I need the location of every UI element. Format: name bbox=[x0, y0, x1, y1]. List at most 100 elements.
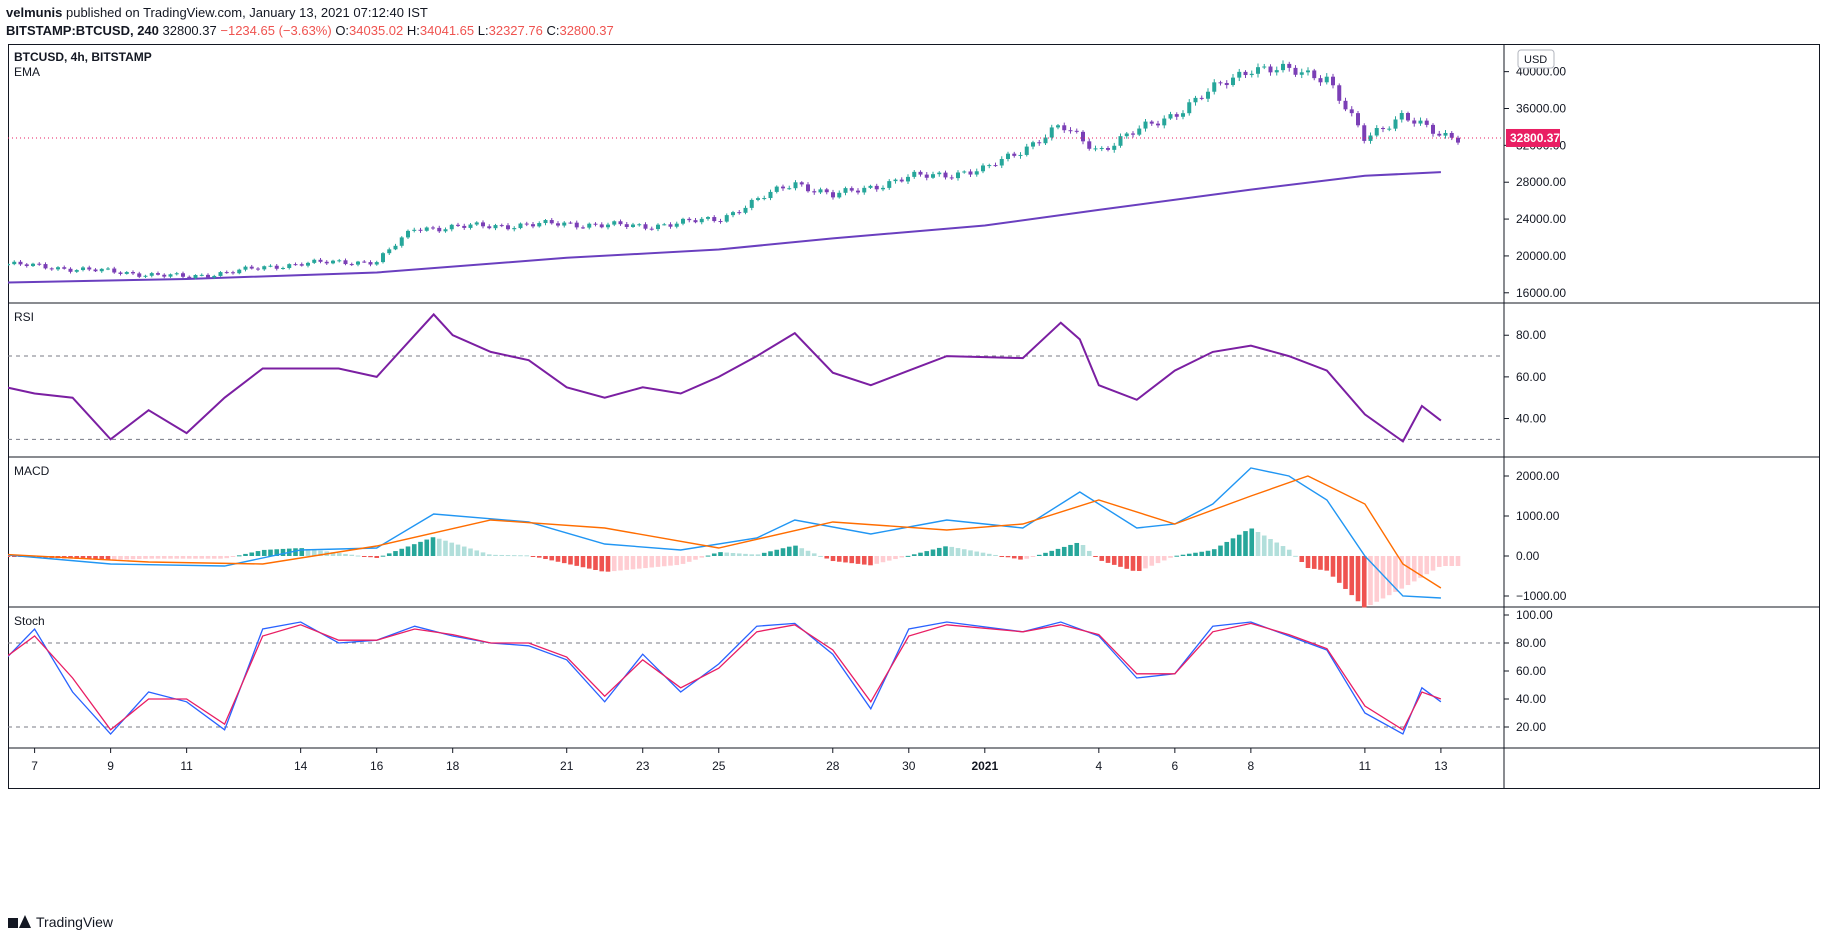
candle-body bbox=[612, 221, 617, 225]
macd-histogram-bar bbox=[374, 556, 380, 558]
low-value: 32327.76 bbox=[488, 23, 543, 38]
macd-histogram-bar bbox=[1093, 556, 1098, 557]
candle-body bbox=[231, 272, 235, 274]
macd-pane-title: MACD bbox=[14, 464, 50, 478]
macd-histogram-bar bbox=[486, 554, 492, 556]
macd-histogram-bar bbox=[80, 556, 86, 560]
candle-body bbox=[212, 275, 217, 278]
macd-histogram-bar bbox=[711, 553, 717, 556]
y-tick-label: 20.00 bbox=[1516, 720, 1546, 734]
candle-body bbox=[424, 227, 429, 231]
chart-svg[interactable]: 16000.0020000.0024000.0028000.0032000.00… bbox=[0, 44, 1820, 922]
candle-body bbox=[593, 223, 598, 225]
publisher-name[interactable]: velmunis bbox=[6, 5, 63, 20]
close-value: 32800.37 bbox=[559, 23, 614, 38]
candle-body bbox=[962, 171, 967, 173]
candle-body bbox=[906, 176, 910, 182]
candle-body bbox=[149, 273, 154, 276]
candle-body bbox=[949, 177, 954, 179]
candle-body bbox=[431, 227, 435, 229]
candle-body bbox=[1056, 125, 1060, 128]
macd-histogram-bar bbox=[780, 548, 786, 556]
candle-body bbox=[1118, 136, 1123, 146]
candle-body bbox=[1031, 142, 1035, 147]
macd-histogram-bar bbox=[543, 556, 548, 560]
macd-histogram-bar bbox=[749, 554, 755, 556]
macd-histogram-bar bbox=[199, 556, 205, 559]
candle-body bbox=[581, 227, 585, 229]
candle-body bbox=[393, 245, 398, 250]
macd-histogram-bar bbox=[1436, 556, 1442, 567]
tradingview-logo-icon[interactable] bbox=[8, 915, 31, 929]
macd-histogram-bar bbox=[174, 556, 180, 559]
macd-histogram-bar bbox=[468, 548, 473, 556]
macd-histogram-bar bbox=[424, 539, 430, 556]
candle-body bbox=[493, 225, 498, 229]
candle-body bbox=[1406, 112, 1410, 121]
macd-histogram-bar bbox=[561, 556, 567, 564]
macd-histogram-bar bbox=[1261, 535, 1267, 556]
candle-body bbox=[1131, 133, 1135, 135]
candle-body bbox=[1437, 133, 1442, 136]
x-tick-label: 30 bbox=[902, 759, 916, 773]
macd-histogram-bar bbox=[1355, 556, 1361, 602]
macd-histogram-bar bbox=[761, 552, 767, 556]
macd-histogram-bar bbox=[1205, 550, 1211, 556]
candle-body bbox=[287, 264, 292, 268]
macd-histogram-bar bbox=[274, 549, 280, 556]
macd-histogram-bar bbox=[249, 552, 255, 556]
macd-histogram-bar bbox=[355, 555, 361, 557]
candle-body bbox=[793, 182, 798, 189]
macd-histogram-bar bbox=[368, 556, 373, 558]
candle-body bbox=[649, 228, 654, 230]
macd-histogram-bar bbox=[180, 556, 186, 559]
macd-histogram-bar bbox=[1068, 544, 1073, 556]
macd-histogram-bar bbox=[861, 556, 867, 565]
candle-body bbox=[312, 259, 317, 263]
macd-histogram-bar bbox=[724, 552, 730, 556]
brand-label[interactable]: TradingView bbox=[36, 914, 114, 930]
x-tick-label: 7 bbox=[31, 759, 38, 773]
candle-body bbox=[1306, 70, 1310, 73]
macd-histogram-bar bbox=[474, 550, 480, 556]
candle-body bbox=[337, 260, 342, 262]
candle-body bbox=[1024, 146, 1029, 155]
macd-histogram-bar bbox=[1393, 556, 1398, 592]
macd-histogram-bar bbox=[618, 556, 623, 571]
candle-body bbox=[1149, 121, 1154, 124]
candle-body bbox=[1281, 63, 1285, 71]
macd-histogram-bar bbox=[268, 549, 273, 556]
candle-body bbox=[799, 182, 804, 185]
macd-histogram-bar bbox=[768, 551, 773, 556]
candle-body bbox=[587, 223, 592, 228]
candle-body bbox=[931, 174, 935, 178]
candle-body bbox=[706, 217, 710, 219]
candle-body bbox=[512, 228, 517, 230]
candle-body bbox=[724, 215, 729, 222]
macd-histogram-bar bbox=[1368, 556, 1373, 606]
macd-histogram-bar bbox=[493, 554, 498, 556]
candle-body bbox=[187, 276, 192, 278]
candle-body bbox=[206, 274, 210, 278]
macd-histogram-bar bbox=[824, 556, 830, 559]
macd-histogram-bar bbox=[924, 551, 930, 556]
chart-area[interactable]: 16000.0020000.0024000.0028000.0032000.00… bbox=[0, 44, 1820, 922]
macd-histogram-bar bbox=[980, 552, 986, 556]
y-tick-label: 40.00 bbox=[1516, 692, 1546, 706]
macd-histogram-bar bbox=[586, 556, 592, 569]
macd-histogram-bar bbox=[1180, 554, 1186, 556]
candle-body bbox=[174, 273, 179, 275]
candle-body bbox=[1087, 141, 1092, 149]
candle-body bbox=[1381, 128, 1385, 130]
candle-body bbox=[549, 220, 554, 224]
macd-histogram-bar bbox=[1455, 556, 1461, 566]
macd-histogram-bar bbox=[1018, 556, 1023, 560]
macd-histogram-bar bbox=[1086, 550, 1092, 556]
macd-histogram-bar bbox=[1243, 531, 1248, 556]
macd-histogram-bar bbox=[786, 546, 792, 556]
candle-body bbox=[1449, 132, 1454, 138]
macd-histogram-bar bbox=[805, 550, 811, 556]
candle-body bbox=[118, 272, 123, 274]
macd-histogram-bar bbox=[811, 553, 817, 556]
candle-body bbox=[531, 224, 535, 227]
